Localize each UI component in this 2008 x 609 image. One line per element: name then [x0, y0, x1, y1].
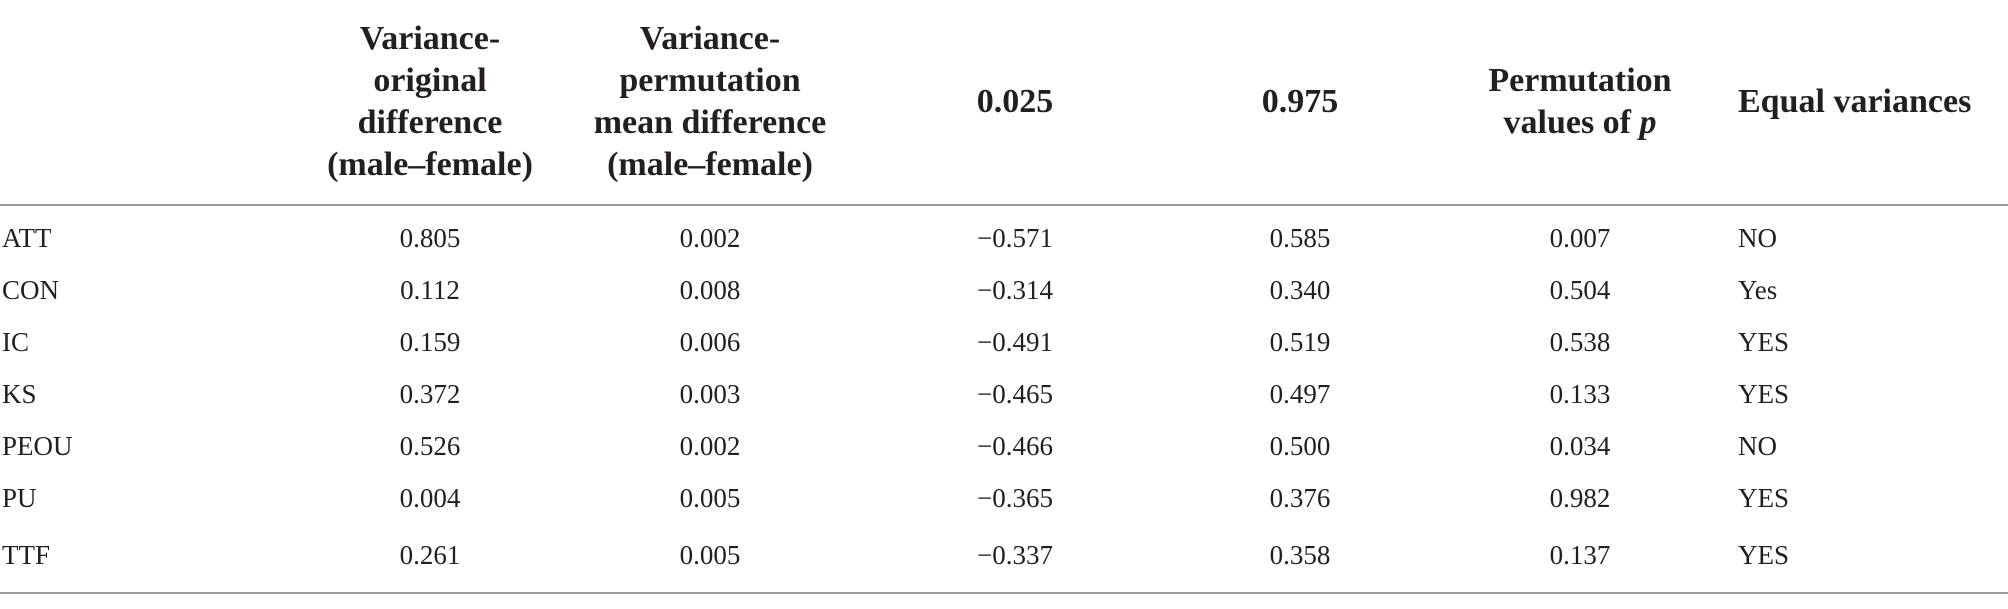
- header-variance-permutation-mean-difference: Variance- permutation mean difference (m…: [560, 0, 860, 206]
- cell-quantile-0975: 0.358: [1170, 524, 1430, 594]
- cell-equal-variances: Yes: [1738, 274, 1778, 305]
- cell-quantile-0025: −0.465: [977, 378, 1053, 409]
- cell-permutation-p: 0.982: [1549, 482, 1611, 513]
- cell-equal-variances: YES: [1730, 524, 2008, 594]
- header-stub: [0, 0, 300, 206]
- cell-original-difference: 0.261: [300, 524, 560, 594]
- cell-permutation-p: 0.538: [1549, 326, 1611, 357]
- cell-original-difference: 0.112: [400, 274, 460, 305]
- cell-quantile-0025: −0.466: [977, 430, 1053, 461]
- cell-permutation-p: 0.137: [1430, 524, 1730, 594]
- cell-original-difference: 0.159: [399, 326, 461, 357]
- cell-quantile-0025: −0.491: [977, 326, 1053, 357]
- cell-equal-variances: NO: [1738, 222, 1777, 253]
- cell-permutation-mean-difference: 0.002: [679, 222, 741, 253]
- cell-quantile-0025: −0.365: [977, 482, 1053, 513]
- row-construct: PEOU: [2, 430, 73, 461]
- cell-quantile-0975: 0.497: [1269, 378, 1331, 409]
- cell-permutation-p: 0.504: [1549, 274, 1611, 305]
- cell-permutation-p: 0.007: [1549, 222, 1611, 253]
- row-construct: CON: [2, 274, 60, 305]
- cell-quantile-0975: 0.519: [1269, 326, 1331, 357]
- cell-original-difference: 0.372: [399, 378, 461, 409]
- cell-permutation-mean-difference: 0.005: [679, 482, 741, 513]
- cell-equal-variances: YES: [1738, 482, 1790, 513]
- header-row: Variance- original difference (male–fema…: [0, 0, 2008, 206]
- cell-original-difference: 0.526: [399, 430, 461, 461]
- table-row: PU 0.004 0.005 −0.365 0.376 0.982 YES: [0, 472, 2008, 524]
- row-construct: KS: [2, 378, 37, 409]
- row-construct: TTF: [0, 524, 300, 594]
- cell-equal-variances: YES: [1738, 378, 1790, 409]
- cell-permutation-p: 0.034: [1549, 430, 1611, 461]
- cell-permutation-mean-difference: 0.008: [679, 274, 741, 305]
- cell-quantile-0025: −0.337: [860, 524, 1170, 594]
- cell-equal-variances: YES: [1738, 326, 1790, 357]
- variance-permutation-table: Variance- original difference (male–fema…: [0, 0, 2008, 594]
- header-line: original: [373, 62, 487, 99]
- header-line: (male–female): [607, 146, 813, 183]
- header-quantile-0025: 0.025: [860, 0, 1170, 206]
- cell-quantile-0975: 0.500: [1269, 430, 1331, 461]
- cell-equal-variances: NO: [1738, 430, 1777, 461]
- row-construct: IC: [2, 326, 29, 357]
- header-line: values of: [1503, 104, 1632, 141]
- header-line: (male–female): [327, 146, 533, 183]
- cell-permutation-mean-difference: 0.005: [560, 524, 860, 594]
- cell-original-difference: 0.004: [399, 482, 461, 513]
- header-line: difference: [357, 104, 503, 141]
- header-line: Variance-: [359, 20, 501, 57]
- cell-quantile-0975: 0.376: [1269, 482, 1331, 513]
- cell-quantile-0975: 0.340: [1269, 274, 1331, 305]
- table-row: IC 0.159 0.006 −0.491 0.519 0.538 YES: [0, 316, 2008, 368]
- table-row: KS 0.372 0.003 −0.465 0.497 0.133 YES: [0, 368, 2008, 420]
- header-equal-variances: Equal variances: [1730, 0, 2008, 206]
- row-construct: ATT: [2, 222, 52, 253]
- header-line: Permutation: [1488, 62, 1672, 99]
- cell-original-difference: 0.805: [399, 222, 461, 253]
- row-construct: PU: [2, 482, 37, 513]
- table-row: TTF 0.261 0.005 −0.337 0.358 0.137 YES: [0, 524, 2008, 594]
- cell-permutation-mean-difference: 0.002: [679, 430, 741, 461]
- header-p-symbol: p: [1639, 104, 1657, 141]
- cell-permutation-mean-difference: 0.006: [679, 326, 741, 357]
- cell-permutation-mean-difference: 0.003: [679, 378, 741, 409]
- cell-quantile-0025: −0.314: [977, 274, 1053, 305]
- table-row: ATT 0.805 0.002 −0.571 0.585 0.007 NO: [0, 205, 2008, 264]
- header-line: mean difference: [593, 104, 827, 141]
- cell-permutation-p: 0.133: [1549, 378, 1611, 409]
- table-row: PEOU 0.526 0.002 −0.466 0.500 0.034 NO: [0, 420, 2008, 472]
- table-row: CON 0.112 0.008 −0.314 0.340 0.504 Yes: [0, 264, 2008, 316]
- header-variance-original-difference: Variance- original difference (male–fema…: [300, 0, 560, 206]
- cell-quantile-0975: 0.585: [1269, 222, 1331, 253]
- header-line: Variance-: [639, 20, 781, 57]
- header-line: permutation: [619, 62, 801, 99]
- header-quantile-0975: 0.975: [1170, 0, 1430, 206]
- header-permutation-p-values: Permutation values of p: [1430, 0, 1730, 206]
- cell-quantile-0025: −0.571: [977, 222, 1053, 253]
